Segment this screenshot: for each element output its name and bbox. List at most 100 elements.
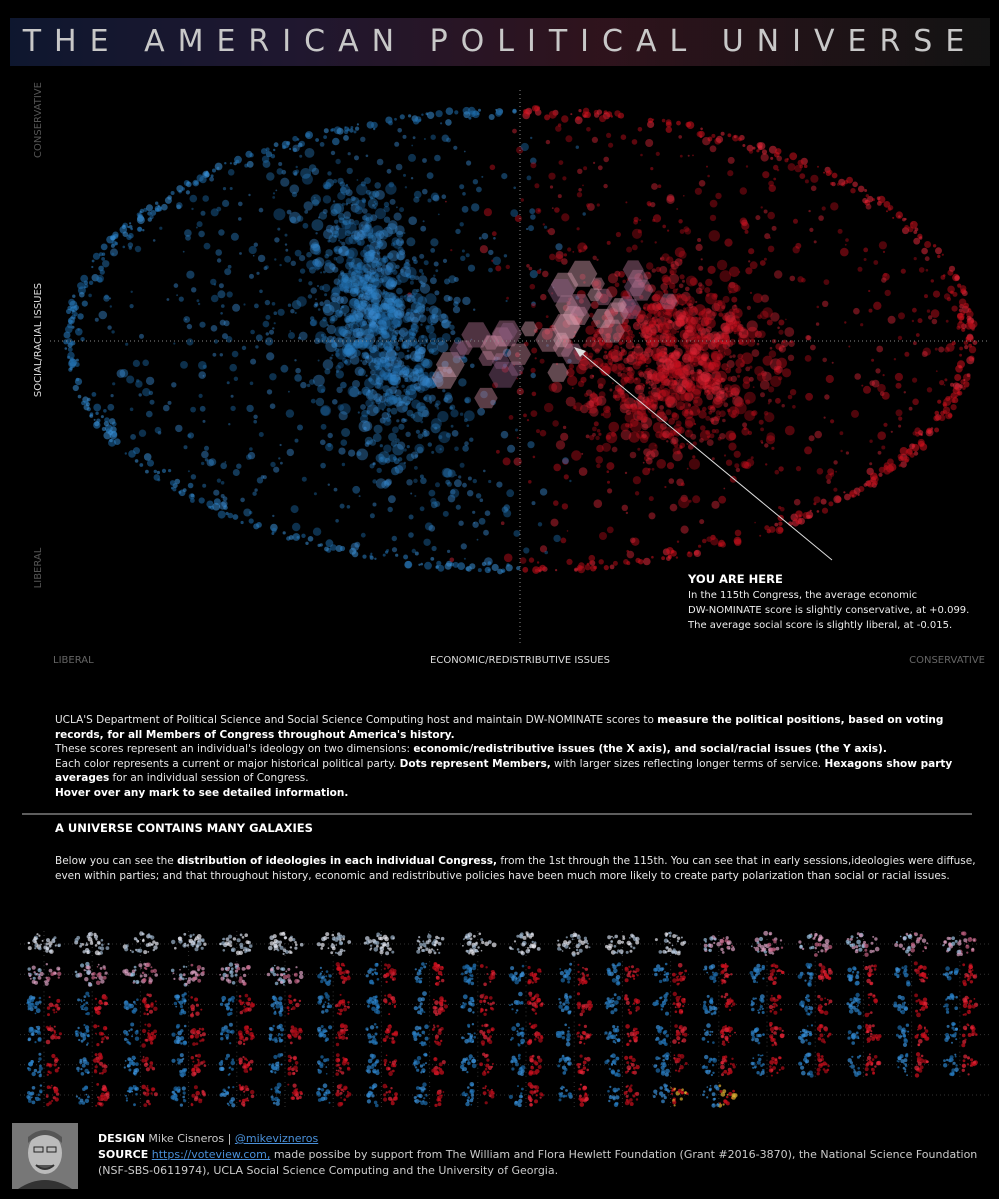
member-dot xyxy=(646,313,652,319)
mini-dot xyxy=(292,938,296,942)
member-dot xyxy=(450,330,456,336)
member-dot xyxy=(918,267,925,273)
member-dot xyxy=(437,564,445,572)
member-dot xyxy=(478,517,486,525)
member-dot xyxy=(666,556,671,561)
mini-dot xyxy=(131,950,134,954)
member-dot xyxy=(338,217,345,224)
member-dot xyxy=(898,215,901,218)
member-dot xyxy=(290,505,299,514)
member-dot xyxy=(662,416,669,422)
member-dot xyxy=(332,336,336,340)
member-dot xyxy=(296,536,300,539)
member-dot xyxy=(722,418,726,423)
mini-dot xyxy=(153,945,158,950)
member-dot xyxy=(411,357,414,360)
member-dot xyxy=(683,408,694,420)
member-dot xyxy=(451,430,459,437)
mini-dot xyxy=(680,941,685,946)
member-dot xyxy=(443,397,449,403)
member-dot xyxy=(194,180,198,185)
mini-dot xyxy=(557,943,561,947)
member-dot xyxy=(756,342,760,346)
member-dot xyxy=(222,333,228,340)
member-dot xyxy=(353,229,365,241)
member-dot xyxy=(595,435,600,441)
mini-dot xyxy=(222,949,226,952)
member-dot xyxy=(159,226,163,230)
member-dot xyxy=(846,176,853,184)
member-dot xyxy=(265,151,273,158)
member-dot xyxy=(67,351,75,360)
member-dot xyxy=(930,279,934,283)
member-dot xyxy=(262,475,267,480)
member-dot xyxy=(269,403,276,410)
member-dot xyxy=(584,392,589,397)
member-dot xyxy=(110,394,114,398)
member-dot xyxy=(176,294,179,297)
mini-dot xyxy=(913,932,917,935)
member-dot xyxy=(183,316,191,323)
member-dot xyxy=(689,356,701,367)
member-dot xyxy=(943,397,952,406)
member-dot xyxy=(586,127,591,132)
member-dot xyxy=(963,381,970,388)
mini-dot xyxy=(921,938,927,943)
member-dot xyxy=(951,305,958,312)
member-dot xyxy=(67,347,73,352)
member-dot xyxy=(373,200,376,204)
member-dot xyxy=(945,319,949,323)
member-dot xyxy=(647,120,655,128)
member-dot xyxy=(966,373,971,378)
member-dot xyxy=(882,374,885,377)
member-dot xyxy=(601,442,612,452)
member-dot xyxy=(665,126,672,133)
member-dot xyxy=(331,342,338,349)
member-dot xyxy=(292,135,298,142)
mini-dot xyxy=(373,971,377,974)
mini-dot xyxy=(436,948,439,951)
member-dot xyxy=(501,173,508,180)
member-dot xyxy=(369,554,373,558)
member-dot xyxy=(592,255,597,260)
member-dot xyxy=(430,238,439,247)
mini-dot xyxy=(203,942,207,946)
mini-dot xyxy=(684,969,688,973)
member-dot xyxy=(540,293,547,301)
mini-dot xyxy=(527,965,531,970)
member-dot xyxy=(542,223,545,226)
member-dot xyxy=(645,382,648,385)
mini-dot xyxy=(378,936,382,941)
member-dot xyxy=(93,403,102,412)
mini-dot xyxy=(340,962,345,967)
member-dot xyxy=(354,288,359,293)
mini-dot xyxy=(557,946,561,951)
x-axis-left: LIBERAL xyxy=(53,655,94,666)
member-dot xyxy=(598,432,602,436)
member-dot xyxy=(199,175,207,184)
member-dot xyxy=(311,219,324,232)
member-dot xyxy=(651,467,655,471)
member-dot xyxy=(817,165,819,168)
mini-dot xyxy=(376,932,381,937)
member-dot xyxy=(419,268,423,273)
member-dot xyxy=(191,207,194,211)
mini-dot xyxy=(330,951,334,955)
member-dot xyxy=(679,229,685,234)
mini-dot xyxy=(568,967,571,970)
member-dot xyxy=(334,347,340,353)
mini-dot xyxy=(479,964,484,968)
member-dot xyxy=(864,189,868,192)
mini-dot xyxy=(298,974,304,980)
member-dot xyxy=(887,458,894,466)
member-dot xyxy=(361,409,369,418)
mini-dot xyxy=(781,970,785,975)
member-dot xyxy=(699,341,710,352)
mini-dot xyxy=(672,972,676,977)
member-dot xyxy=(702,137,711,146)
mini-dot xyxy=(170,968,175,973)
member-dot xyxy=(531,303,536,308)
member-dot xyxy=(384,392,389,397)
mini-dot xyxy=(278,977,283,981)
mini-dot xyxy=(83,969,86,972)
